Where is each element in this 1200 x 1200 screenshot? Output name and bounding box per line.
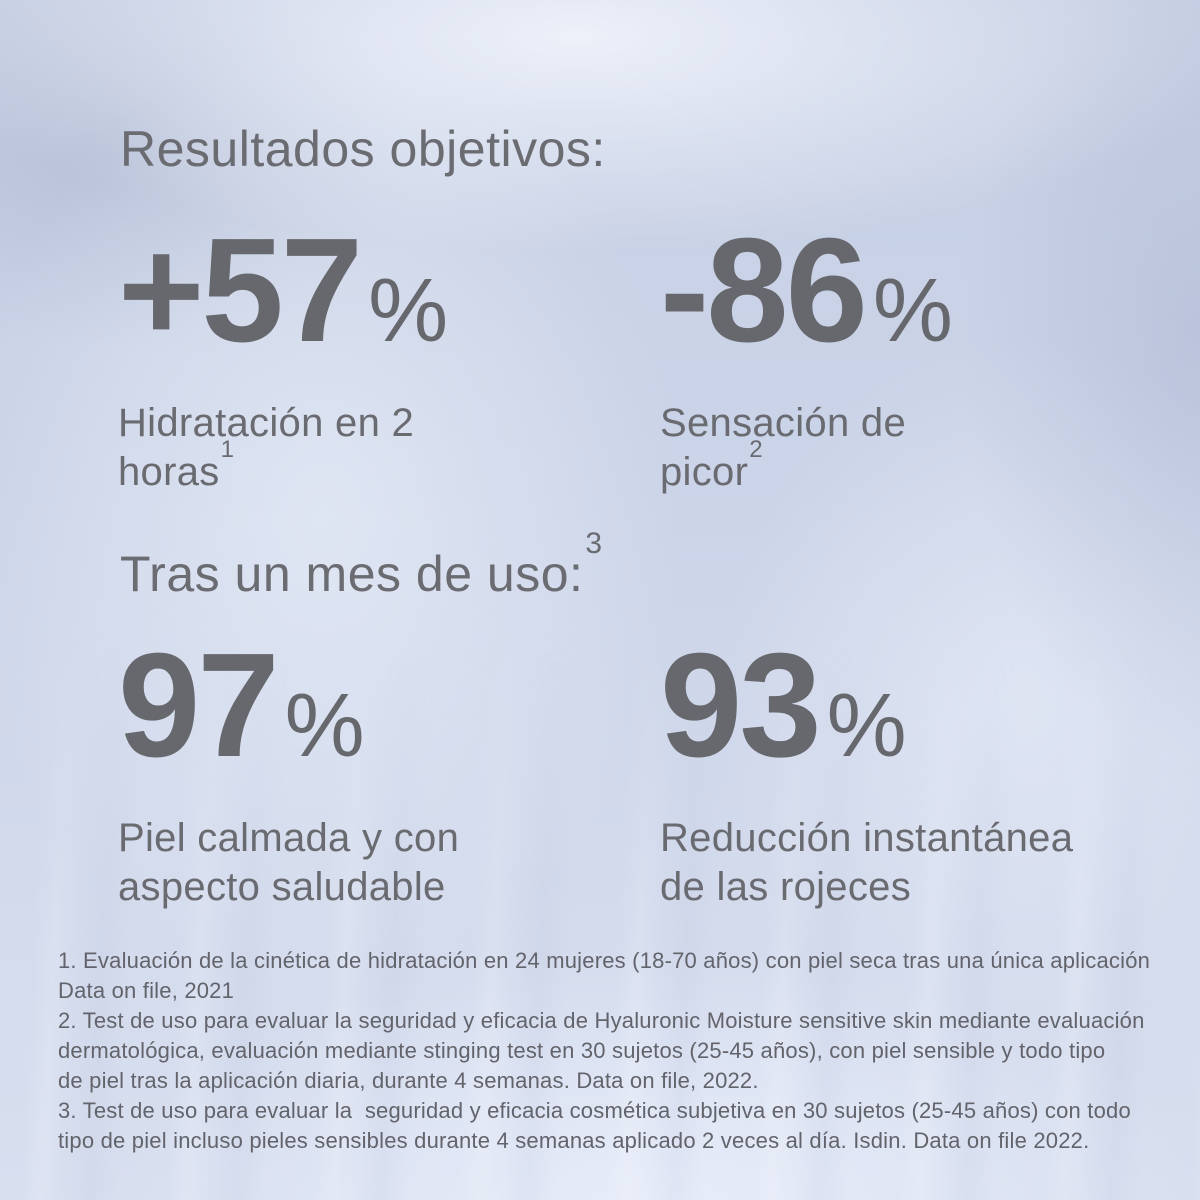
stat-value: -86% [660, 217, 1190, 385]
section-title-after-one-month: Tras un mes de uso:3 [120, 529, 603, 604]
percent-sign: % [826, 676, 907, 776]
footnote-ref: 1 [220, 435, 235, 463]
background-streaks [0, 640, 1200, 1200]
footnotes-block: 1. Evaluación de la cinética de hidratac… [58, 946, 1150, 1156]
stat-number: 97 [118, 623, 280, 788]
footnote-ref: 2 [749, 435, 763, 463]
stat-calm-skin: 97% Piel calmada y con aspecto saludable [118, 632, 648, 912]
percent-sign: % [368, 261, 449, 361]
footnote-2: 2. Test de uso para evaluar la seguridad… [58, 1008, 1145, 1093]
stat-redness-reduction: 93% Reducción instantánea de las rojeces [660, 632, 1190, 912]
percent-sign: % [872, 261, 953, 361]
stat-value: +57% [118, 217, 648, 385]
section-title-footnote-ref: 3 [585, 527, 603, 561]
section-title-objective-results: Resultados objetivos: [120, 119, 608, 179]
stat-number: -86 [660, 208, 868, 373]
stat-value: 97% [118, 632, 648, 800]
percent-sign: % [284, 676, 365, 776]
stat-hydration: +57% Hidratación en 2 horas1 [118, 217, 648, 497]
footnote-1: 1. Evaluación de la cinética de hidratac… [58, 948, 1151, 1003]
stat-value: 93% [660, 632, 1190, 800]
section-title-text: Tras un mes de uso: [120, 546, 584, 602]
stat-number: +57 [118, 208, 363, 373]
footnote-3: 3. Test de uso para evaluar la seguridad… [58, 1098, 1131, 1153]
stat-label: Reducción instantánea de las rojeces [660, 816, 1074, 909]
stat-label: Sensación de picor2 [660, 401, 907, 494]
stat-label: Hidratación en 2 horas1 [118, 401, 415, 494]
stat-number: 93 [660, 623, 822, 788]
stat-itching: -86% Sensación de picor2 [660, 217, 1190, 497]
section-title-text: Resultados objetivos: [120, 121, 606, 177]
stat-label: Piel calmada y con aspecto saludable [118, 816, 460, 909]
